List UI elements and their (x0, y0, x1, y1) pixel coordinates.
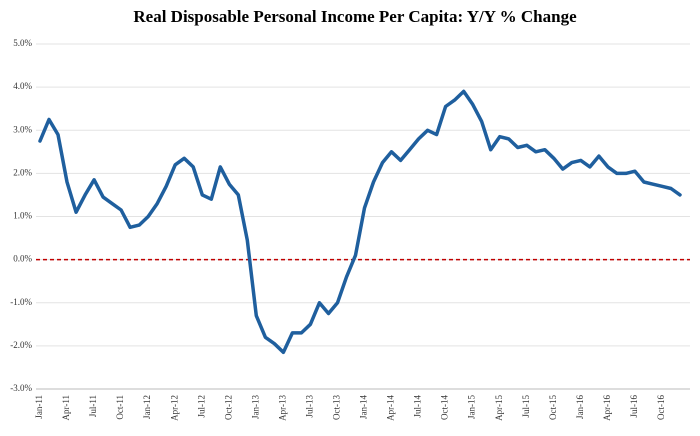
chart-title: Real Disposable Personal Income Per Capi… (133, 7, 577, 26)
x-tick-label: Oct-14 (440, 395, 450, 420)
x-tick-label: Jul-15 (521, 395, 531, 418)
x-tick-label: Oct-11 (115, 395, 125, 420)
x-tick-label: Jul-13 (304, 395, 314, 418)
x-tick-label: Jul-11 (88, 395, 98, 417)
y-tick-label: -2.0% (10, 340, 32, 350)
x-tick-label: Apr-16 (602, 395, 612, 421)
x-tick-label: Oct-16 (656, 395, 666, 420)
y-tick-label: 0.0% (13, 254, 32, 264)
y-tick-label: 1.0% (13, 211, 32, 221)
y-tick-label: 3.0% (13, 124, 32, 134)
x-tick-label: Jan-11 (34, 395, 44, 419)
x-tick-label: Jan-15 (467, 395, 477, 419)
x-tick-label: Apr-12 (169, 395, 179, 421)
x-tick-label: Jan-12 (142, 395, 152, 419)
x-tick-label: Jul-16 (629, 395, 639, 418)
y-tick-label: 4.0% (13, 81, 32, 91)
y-tick-label: 2.0% (13, 167, 32, 177)
x-tick-label: Apr-13 (277, 395, 287, 421)
y-tick-label: -3.0% (10, 383, 32, 393)
x-tick-label: Apr-14 (386, 395, 396, 421)
x-tick-label: Jan-13 (250, 395, 260, 419)
y-tick-label: 5.0% (13, 38, 32, 48)
x-tick-label: Oct-15 (548, 395, 558, 420)
x-tick-label: Jul-14 (413, 395, 423, 418)
data-line (38, 89, 682, 355)
x-tick-label: Apr-15 (494, 395, 504, 421)
x-tick-label: Oct-13 (332, 395, 342, 420)
x-tick-label: Apr-11 (61, 395, 71, 420)
y-tick-label: -1.0% (10, 297, 32, 307)
x-tick-label: Jan-16 (575, 395, 585, 419)
x-tick-label: Oct-12 (223, 395, 233, 420)
x-tick-label: Jul-12 (196, 395, 206, 418)
x-tick-label: Jan-14 (359, 395, 369, 419)
